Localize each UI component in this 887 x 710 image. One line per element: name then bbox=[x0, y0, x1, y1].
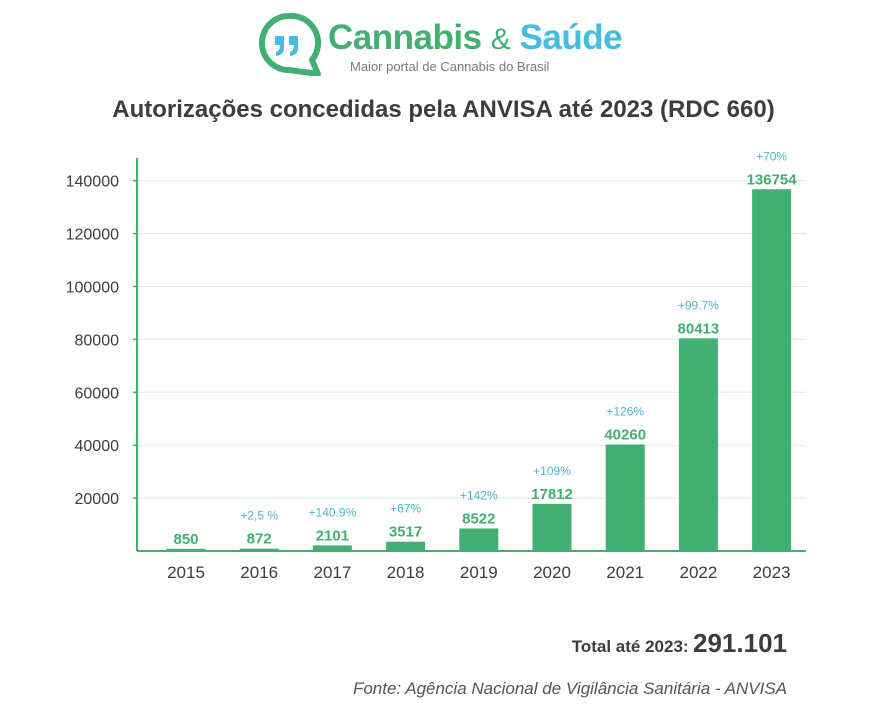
growth-label: +67% bbox=[390, 502, 421, 516]
y-tick-label: 140000 bbox=[66, 174, 119, 191]
bar-2020 bbox=[532, 503, 572, 551]
x-tick-label: 2022 bbox=[679, 563, 717, 582]
y-tick-label: 40000 bbox=[75, 438, 120, 455]
y-tick-label: 80000 bbox=[75, 332, 120, 349]
x-tick-label: 2019 bbox=[460, 563, 498, 582]
bars bbox=[166, 189, 792, 551]
growth-label: +70% bbox=[756, 149, 787, 163]
bar-2018 bbox=[386, 541, 426, 551]
total-label: Total até 2023: bbox=[571, 637, 689, 656]
bar-2023 bbox=[752, 189, 792, 551]
bar-2015 bbox=[166, 548, 206, 551]
value-label: 8522 bbox=[462, 510, 495, 527]
bar-2022 bbox=[678, 338, 718, 551]
brand-word-cannabis: Cannabis bbox=[328, 18, 482, 57]
x-tick-label: 2020 bbox=[533, 563, 571, 582]
value-label: 80413 bbox=[678, 320, 720, 337]
x-tick-label: 2015 bbox=[167, 563, 205, 582]
bar-2019 bbox=[459, 528, 499, 551]
y-tick-label: 100000 bbox=[66, 280, 119, 297]
brand-name: Cannabis & Saúde bbox=[328, 18, 623, 57]
value-label: 40260 bbox=[604, 427, 646, 444]
value-label: 872 bbox=[247, 531, 272, 548]
growth-label: +109% bbox=[533, 464, 571, 478]
x-tick-label: 2017 bbox=[313, 563, 351, 582]
x-tick-label: 2023 bbox=[753, 563, 791, 582]
growth-label: +140.9% bbox=[309, 505, 357, 519]
axes bbox=[133, 158, 806, 552]
growth-label: +99.7% bbox=[678, 298, 719, 312]
brand-logo: Cannabis & Saúde Maior portal de Cannabi… bbox=[258, 12, 628, 76]
total-summary: Total até 2023: 291.101 bbox=[572, 628, 787, 659]
value-label: 3517 bbox=[389, 524, 422, 541]
data-labels: 20000 40000 60000 80000 100000 120000 140000 85… bbox=[66, 149, 798, 582]
value-label: 2101 bbox=[316, 527, 349, 544]
chart-title: Autorizações concedidas pela ANVISA até … bbox=[112, 96, 775, 123]
bar-2017 bbox=[312, 545, 352, 551]
x-tick-label: 2018 bbox=[387, 563, 425, 582]
y-tick-label: 60000 bbox=[75, 385, 120, 402]
growth-label: +2,5 % bbox=[240, 509, 278, 523]
brand-tagline: Maior portal de Cannabis do Brasil bbox=[350, 59, 550, 74]
value-label: 136754 bbox=[747, 171, 798, 188]
source-note: Fonte: Agência Nacional de Vigilância Sa… bbox=[352, 679, 787, 698]
value-label: 850 bbox=[173, 531, 198, 548]
y-tick-label: 120000 bbox=[66, 227, 119, 244]
bar-2016 bbox=[239, 548, 279, 551]
speech-bubble-quote-icon bbox=[259, 12, 322, 76]
brand-word-saude: Saúde bbox=[519, 18, 623, 57]
growth-label: +142% bbox=[460, 488, 498, 502]
growth-label: +126% bbox=[606, 405, 644, 419]
bar-2021 bbox=[605, 444, 645, 551]
total-value: 291.101 bbox=[693, 628, 787, 658]
x-tick-label: 2021 bbox=[606, 563, 644, 582]
y-tick-label: 20000 bbox=[75, 491, 120, 508]
brand-ampersand: & bbox=[490, 23, 511, 56]
value-label: 17812 bbox=[531, 486, 573, 503]
x-tick-label: 2016 bbox=[240, 563, 278, 582]
